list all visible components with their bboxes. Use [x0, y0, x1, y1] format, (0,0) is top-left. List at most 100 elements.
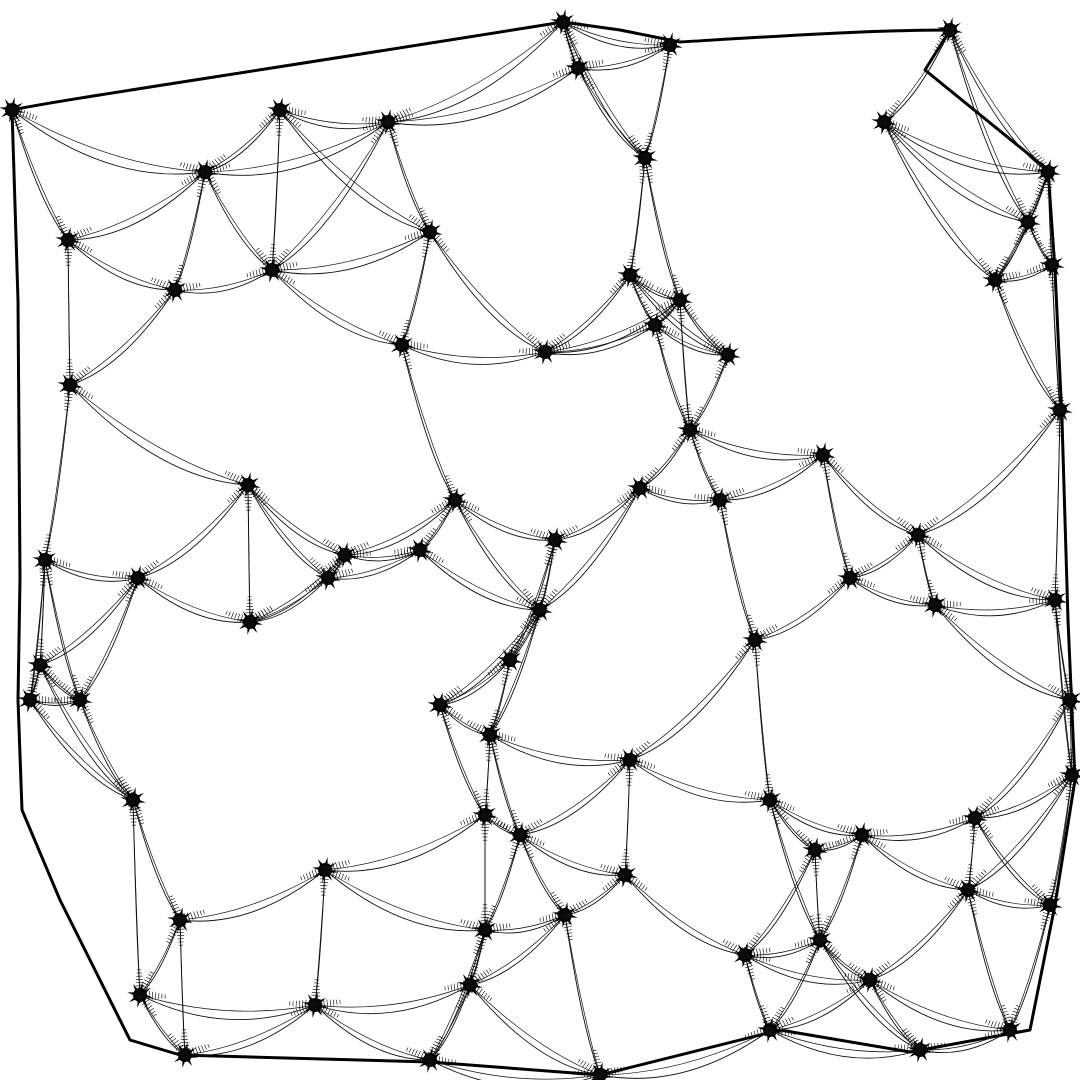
hatch-stroke: [553, 896, 559, 901]
hatch-stroke: [28, 112, 32, 119]
web-junction: [757, 1017, 783, 1043]
hatch-stroke: [710, 431, 713, 437]
hatch-stroke: [330, 542, 335, 549]
hatch-stroke: [414, 1049, 418, 1057]
hatch-stroke: [660, 347, 665, 350]
hatch-stroke: [927, 588, 935, 591]
hatch-stroke: [856, 981, 861, 990]
hatch-stroke: [181, 181, 184, 186]
hatch-stroke: [52, 684, 57, 688]
hatch-stroke: [197, 185, 205, 189]
hatch-stroke: [887, 109, 895, 115]
web-thread: [883, 121, 996, 281]
hatch-stroke: [650, 763, 653, 769]
hatch-stroke: [720, 513, 728, 517]
hatch-stroke: [641, 323, 645, 332]
hatch-stroke: [401, 114, 405, 122]
hatch-stroke: [981, 810, 986, 819]
hatch-stroke: [819, 929, 828, 934]
web-thread: [544, 324, 656, 355]
hatch-stroke: [1056, 778, 1060, 785]
web-junction: [1047, 397, 1073, 423]
hatch-stroke: [654, 486, 657, 494]
hatch-stroke: [936, 542, 940, 547]
hatch-stroke: [467, 502, 472, 510]
hatch-stroke: [636, 279, 643, 287]
web-junction: [627, 475, 653, 501]
web-thread: [454, 499, 541, 611]
hatch-stroke: [65, 686, 71, 693]
hatch-stroke: [283, 250, 288, 255]
web-thread: [562, 21, 579, 69]
hatch-stroke: [487, 671, 491, 676]
hatch-stroke: [772, 1016, 780, 1022]
hatch-stroke: [360, 543, 364, 550]
web-thread: [934, 604, 1071, 701]
hatch-stroke: [218, 164, 222, 172]
hatch-stroke: [713, 342, 719, 349]
hatch-stroke: [996, 805, 1000, 810]
hatch-stroke: [852, 847, 860, 852]
hatch-stroke: [854, 841, 863, 846]
web-thread: [949, 29, 1049, 173]
hatch-stroke: [445, 248, 450, 252]
hatch-stroke: [927, 582, 933, 585]
hatch-stroke: [707, 430, 710, 437]
hatch-stroke: [1039, 424, 1043, 429]
web-thread: [79, 577, 139, 701]
hatch-stroke: [635, 290, 642, 294]
hatch-stroke: [1046, 386, 1051, 389]
hatch-stroke: [806, 957, 812, 961]
hatch-stroke: [529, 835, 534, 844]
hatch-stroke: [970, 836, 977, 838]
hatch-stroke: [664, 289, 668, 297]
hatch-stroke: [73, 375, 81, 383]
hatch-stroke: [390, 135, 397, 139]
hatch-stroke: [848, 987, 852, 993]
hatch-stroke: [671, 447, 676, 451]
hatch-stroke: [1033, 200, 1039, 203]
hatch-stroke: [697, 408, 703, 412]
hatch-stroke: [530, 528, 533, 533]
hatch-stroke: [45, 675, 52, 681]
hatch-stroke: [491, 715, 498, 718]
hatch-stroke: [195, 283, 198, 289]
hatch-stroke: [1015, 271, 1018, 277]
hatch-stroke: [174, 276, 183, 280]
hatch-stroke: [662, 68, 667, 71]
hatch-stroke: [535, 342, 543, 349]
hatch-stroke: [908, 1037, 915, 1044]
web-thread: [629, 157, 646, 276]
hatch-stroke: [544, 562, 549, 565]
hatch-stroke: [151, 1010, 156, 1015]
hatch-stroke: [764, 786, 773, 789]
hatch-stroke: [664, 310, 670, 316]
hatch-stroke: [84, 368, 89, 373]
hatch-stroke: [344, 860, 347, 866]
hatch-stroke: [255, 494, 262, 500]
hatch-stroke: [267, 497, 270, 502]
hatch-stroke: [403, 551, 407, 558]
hatch-stroke: [844, 973, 846, 978]
hatch-stroke: [987, 1032, 990, 1038]
hatch-stroke: [855, 967, 861, 974]
hatch-stroke: [489, 745, 498, 749]
hatch-stroke: [671, 274, 676, 277]
hatch-stroke: [676, 439, 683, 445]
hatch-stroke: [756, 792, 760, 801]
hatch-stroke: [431, 1046, 439, 1051]
web-junction: [542, 527, 568, 553]
web-thread: [869, 889, 969, 981]
web-thread: [599, 1029, 771, 1076]
hatch-stroke: [659, 344, 665, 347]
hatch-stroke: [41, 710, 46, 716]
hatch-stroke: [459, 507, 466, 513]
hatch-stroke: [901, 520, 906, 526]
hatch-stroke: [404, 235, 407, 240]
web-thread: [819, 939, 921, 1051]
hatch-stroke: [883, 844, 886, 849]
hatch-stroke: [1017, 200, 1023, 203]
hatch-stroke: [559, 335, 564, 340]
hatch-stroke: [77, 230, 82, 239]
hatch-stroke: [476, 939, 484, 944]
